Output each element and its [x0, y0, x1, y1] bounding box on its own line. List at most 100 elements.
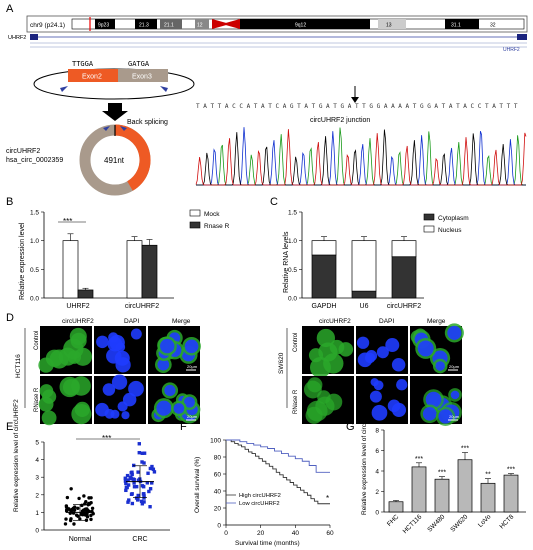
e-ytick-label: 0	[35, 528, 39, 535]
f-significance: *	[326, 494, 329, 503]
e-normal-point	[89, 517, 93, 522]
e-ytick-label: 2	[35, 492, 39, 499]
b-bar	[62, 240, 79, 299]
f-ytick-label: 60	[214, 472, 222, 479]
green-cell	[73, 347, 93, 366]
e-ylabel: Relative expression level of circUHRF2	[13, 399, 20, 512]
e-crc-point	[142, 500, 146, 504]
primer-left-icon	[60, 86, 68, 92]
blue-nucleus	[371, 404, 388, 421]
blue-nucleus	[164, 384, 176, 397]
e-normal-point	[86, 508, 90, 513]
e-normal-point	[90, 506, 95, 510]
micrograph-tile: 20μm	[410, 323, 464, 374]
f-legend-low: Low circUHRF2	[239, 501, 280, 507]
svg-text:21.1: 21.1	[164, 23, 174, 29]
green-cell	[41, 410, 57, 426]
e-crc-point	[142, 451, 147, 455]
blue-nucleus	[130, 328, 142, 340]
e-crc-point	[148, 466, 153, 471]
svg-text:Merge: Merge	[172, 318, 191, 325]
g-ytick-label: 6	[375, 448, 379, 455]
blue-nucleus	[110, 409, 120, 419]
b-legend-mock-swatch	[189, 209, 201, 217]
f-xtick-label: 20	[257, 530, 265, 537]
junction-arrow-icon	[351, 97, 359, 103]
blue-nucleus	[376, 346, 389, 359]
c-category-label: circUHRF2	[387, 303, 421, 310]
chromatogram-trace	[195, 129, 527, 186]
micrographs: 20μm 20μm 20μm 20μm	[38, 323, 464, 427]
svg-text:31.1: 31.1	[451, 23, 461, 29]
blue-nucleus	[447, 325, 462, 340]
e-crc-point	[142, 494, 146, 498]
e-crc-point	[130, 501, 135, 506]
blue-nucleus	[391, 358, 406, 372]
blue-nucleus	[422, 406, 437, 421]
e-normal-point	[81, 511, 85, 515]
c-bar-segment	[351, 240, 377, 292]
d-hct116-label: HCT116	[15, 354, 22, 378]
e-crc-point	[152, 470, 157, 474]
e-normal-point	[82, 494, 86, 498]
d-hct116-rnase: RNase R	[34, 387, 40, 412]
circ-primer-left-icon	[103, 126, 110, 131]
e-crc-point	[150, 481, 154, 485]
e-crc-point	[134, 484, 139, 489]
micrograph-tile	[38, 376, 92, 426]
e-significance: ***	[102, 434, 111, 443]
panel-f: Overall survival (%) Survival time (mont…	[194, 438, 334, 548]
panel-letter-e: E	[6, 421, 13, 433]
e-normal-point	[72, 522, 76, 526]
b-ytick-label: 1.0	[30, 238, 39, 245]
exon2-box	[68, 69, 118, 82]
micrograph-tile	[94, 326, 146, 374]
scale-label: 20μm	[449, 364, 460, 369]
g-bar	[411, 466, 427, 513]
circ-primer-right-icon	[120, 126, 127, 131]
e-crc-point	[129, 492, 134, 497]
g-ytick-label: 4	[375, 469, 379, 476]
down-arrow-icon	[102, 103, 128, 121]
e-ytick-label: 1	[35, 510, 39, 517]
panel-letter-d: D	[6, 312, 14, 324]
c-ytick-label: 1.5	[288, 210, 297, 217]
blue-nucleus	[385, 338, 400, 353]
e-normal-point	[72, 508, 77, 512]
d-column-headers: circUHRF2 DAPI Merge circUHRF2 DAPI Merg…	[62, 318, 446, 325]
e-normal-point	[69, 517, 73, 521]
g-category-label: HCT8	[498, 513, 515, 530]
panel-letter-g: G	[346, 421, 355, 433]
e-crc-point	[125, 485, 129, 490]
f-low-curve	[226, 439, 330, 473]
b-ylabel: Relative expression level	[19, 222, 26, 300]
b-legend-rnase-swatch	[189, 221, 201, 229]
circ-id: hsa_circ_0002359	[6, 157, 63, 164]
b-bar	[77, 289, 94, 299]
junction-label: circUHRF2 junction	[310, 117, 370, 124]
b-category-label: circUHRF2	[125, 303, 159, 310]
e-crc-point	[150, 464, 154, 469]
c-category-label: GAPDH	[312, 303, 337, 310]
panel-letter-a: A	[6, 3, 14, 15]
chromatogram	[195, 127, 527, 186]
g-ytick-label: 8	[375, 428, 379, 435]
f-ytick-label: 80	[214, 455, 222, 462]
green-cell	[74, 401, 90, 418]
blue-nucleus	[396, 379, 408, 391]
f-ytick-label: 100	[210, 438, 221, 445]
green-cell	[59, 376, 80, 398]
blue-nucleus	[184, 396, 195, 408]
e-crc-point	[127, 498, 131, 502]
scale-label: 20μm	[187, 414, 198, 419]
micrograph-tile	[356, 376, 408, 424]
g-ytick-label: 2	[375, 489, 379, 496]
e-crc-point	[141, 485, 146, 489]
blue-nucleus	[111, 374, 128, 390]
e-category-label: CRC	[132, 536, 147, 543]
e-crc-point	[132, 477, 136, 482]
g-category-label: SW620	[449, 513, 469, 533]
f-ytick-label: 40	[214, 489, 222, 496]
blue-nucleus	[369, 390, 382, 403]
e-normal-point	[89, 501, 93, 505]
